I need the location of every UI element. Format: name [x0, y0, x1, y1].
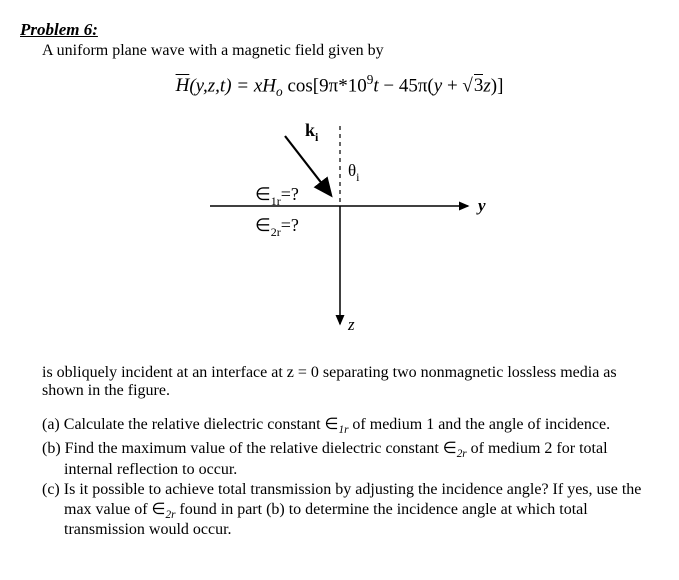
part-c-eps: ∈	[152, 501, 166, 518]
part-a-text2: of medium 1 and the angle of incidence.	[348, 416, 610, 433]
part-b-label: (b)	[42, 440, 65, 457]
y-axis-label: y	[476, 196, 486, 215]
eps2-label: ∈2r=?	[255, 215, 299, 239]
equation: H(y,z,t) = xHo cos[9π*109t − 45π(y + √3z…	[20, 72, 659, 100]
part-a: (a) Calculate the relative dielectric co…	[42, 414, 659, 436]
plus: +	[442, 75, 462, 96]
star: *	[338, 75, 348, 96]
part-b-text1: Find the maximum value of the relative d…	[65, 440, 443, 457]
diagram: ki θi ∈1r=? ∈2r=? y z	[190, 116, 490, 346]
z-axis-label: z	[347, 315, 355, 334]
part-c-eps-sub: 2r	[165, 509, 175, 521]
theta-label: θi	[348, 161, 360, 184]
eps1-label: ∈1r=?	[255, 184, 299, 208]
part-a-label: (a)	[42, 416, 64, 433]
amp: H	[262, 75, 276, 96]
y-var: y	[434, 75, 442, 96]
part-c: (c) Is it possible to achieve total tran…	[42, 481, 659, 539]
cos-open: cos[	[283, 75, 319, 96]
base: 10	[348, 75, 367, 96]
amp-sub: o	[276, 84, 283, 99]
part-a-eps: ∈	[325, 416, 339, 433]
problem-title: Problem 6:	[20, 20, 659, 40]
lhs-args: (y,z,t)	[189, 75, 231, 96]
after-diagram-text: is obliquely incident at an interface at…	[42, 364, 659, 400]
part-b-eps: ∈	[443, 440, 457, 457]
close: )]	[491, 75, 504, 96]
sqrt-arg: 3	[474, 74, 484, 96]
part-a-text1: Calculate the relative dielectric consta…	[64, 416, 325, 433]
H-overbar: H	[176, 75, 190, 97]
part-a-eps-sub: 1r	[338, 424, 348, 436]
minus: − 45π(	[379, 75, 434, 96]
ki-label: ki	[305, 120, 319, 144]
part-b-eps-sub: 2r	[457, 449, 467, 461]
part-c-label: (c)	[42, 481, 64, 498]
intro-text: A uniform plane wave with a magnetic fie…	[42, 42, 659, 60]
sqrt-sym: √	[462, 75, 472, 96]
coef1: 9π	[319, 75, 338, 96]
part-b: (b) Find the maximum value of the relati…	[42, 438, 659, 478]
z-var: z	[483, 75, 490, 96]
